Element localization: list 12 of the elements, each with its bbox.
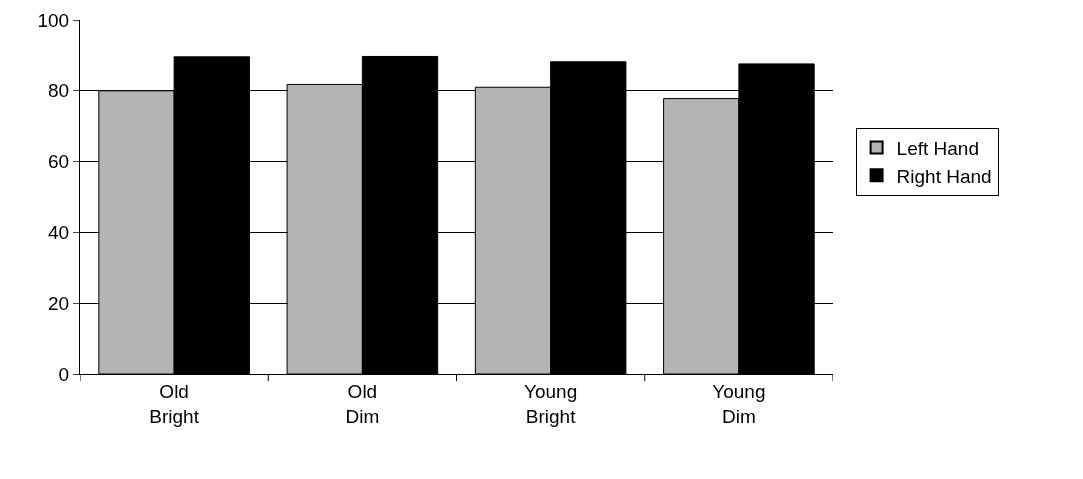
y-tick-label: 100	[37, 9, 70, 31]
x-tick-label: Old Bright	[149, 380, 200, 427]
y-tick-label: 20	[48, 292, 70, 314]
x-tick-label: Young Bright	[524, 380, 578, 427]
legend-label: Right Hand	[896, 165, 992, 187]
x-tick-label: Young Dim	[712, 380, 766, 427]
y-tick-label: 60	[48, 151, 70, 173]
y-tick-label: 40	[48, 222, 70, 244]
y-tick-label: 80	[48, 80, 70, 102]
x-tick-label: Old Dim	[345, 380, 380, 427]
y-tick-label: 0	[58, 363, 70, 385]
legend-label: Left Hand	[896, 137, 979, 159]
